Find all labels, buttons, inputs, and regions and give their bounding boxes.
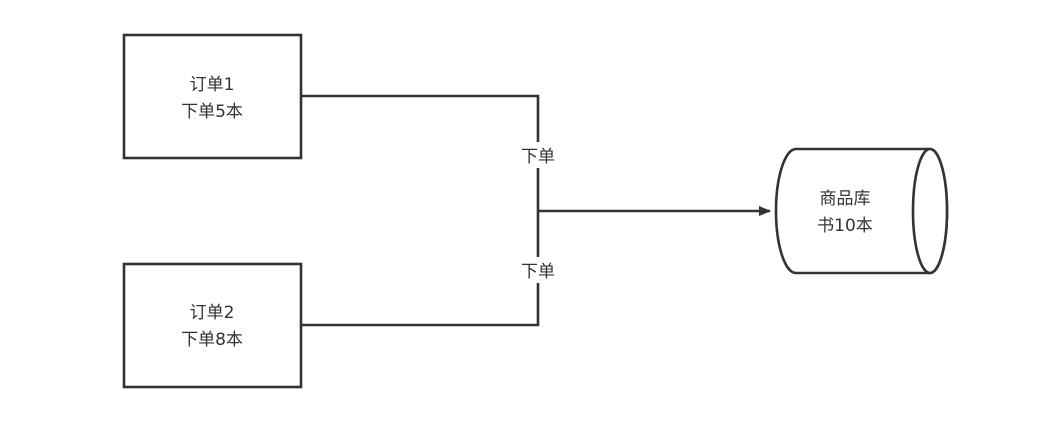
order1-box (122, 33, 303, 160)
order1-edge-label-text: 下单 (521, 147, 555, 167)
order1-quantity: 下单5本 (181, 102, 243, 122)
order2-edge-label: 下单 (514, 257, 562, 283)
inventory-title: 商品库 (820, 189, 871, 209)
order2-quantity: 下单8本 (181, 330, 243, 350)
order2-title: 订单2 (190, 303, 235, 323)
order1-title: 订单1 (190, 75, 235, 95)
order1-node[interactable]: 订单1 下单5本 (122, 33, 303, 160)
order2-connector (301, 211, 540, 327)
inventory-node[interactable]: 商品库 书10本 (774, 147, 949, 275)
inventory-stock: 书10本 (817, 216, 873, 236)
order2-node[interactable]: 订单2 下单8本 (122, 262, 303, 389)
inventory-cylinder-end (911, 147, 949, 275)
order2-box (122, 262, 303, 389)
order1-connector (301, 94, 540, 211)
order1-edge-label: 下单 (514, 142, 562, 168)
order2-edge-label-text: 下单 (521, 262, 555, 282)
